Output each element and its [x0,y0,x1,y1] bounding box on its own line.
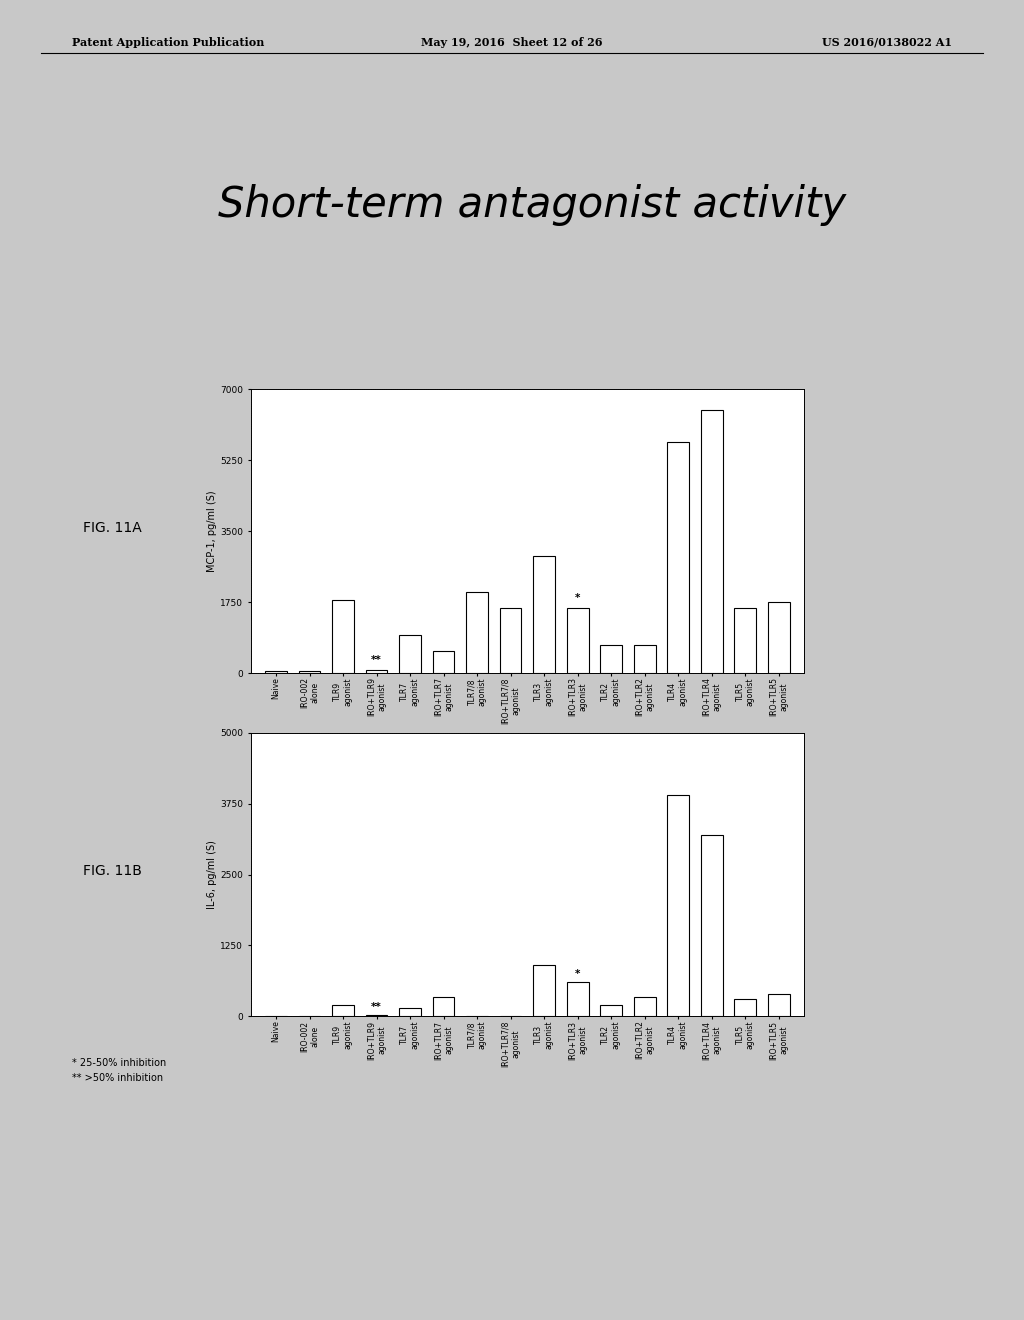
Bar [768,994,790,1016]
Bar [366,671,387,673]
Bar [251,733,804,1016]
Bar [332,601,354,673]
Text: Patent Application Publication: Patent Application Publication [72,37,264,48]
Bar [299,671,321,673]
Text: **: ** [371,655,382,665]
Bar [466,593,488,673]
Text: FIG. 11A: FIG. 11A [83,521,142,535]
Bar [265,671,287,673]
Y-axis label: MCP-1, pg/ml (S): MCP-1, pg/ml (S) [208,491,217,572]
Bar [734,999,756,1016]
Bar [500,609,521,673]
Text: ** >50% inhibition: ** >50% inhibition [72,1073,163,1084]
Text: **: ** [371,1002,382,1011]
Y-axis label: IL-6, pg/ml (S): IL-6, pg/ml (S) [208,840,217,909]
Bar [668,442,689,673]
Text: *: * [574,594,581,603]
Text: US 2016/0138022 A1: US 2016/0138022 A1 [822,37,952,48]
Bar [366,1015,387,1016]
Bar [600,645,622,673]
Text: * 25-50% inhibition: * 25-50% inhibition [72,1057,166,1068]
Bar [433,997,455,1016]
Bar [399,635,421,673]
Text: May 19, 2016  Sheet 12 of 26: May 19, 2016 Sheet 12 of 26 [421,37,603,48]
Bar [700,409,723,673]
Bar [332,1005,354,1016]
Bar [399,1008,421,1016]
Bar [634,997,655,1016]
Bar [768,602,790,673]
Bar [700,834,723,1016]
Bar [734,609,756,673]
Text: Short-term antagonist activity: Short-term antagonist activity [218,183,847,226]
Text: *: * [574,969,581,979]
Bar [534,556,555,673]
Bar [534,965,555,1016]
Bar [634,645,655,673]
Bar [566,609,589,673]
Text: FIG. 11B: FIG. 11B [83,865,142,878]
Bar [566,982,589,1016]
Bar [251,389,804,673]
Bar [668,795,689,1016]
Bar [433,651,455,673]
Bar [600,1005,622,1016]
